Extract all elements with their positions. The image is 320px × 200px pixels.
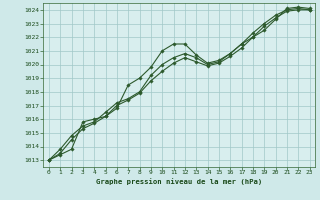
X-axis label: Graphe pression niveau de la mer (hPa): Graphe pression niveau de la mer (hPa) [96,178,262,185]
